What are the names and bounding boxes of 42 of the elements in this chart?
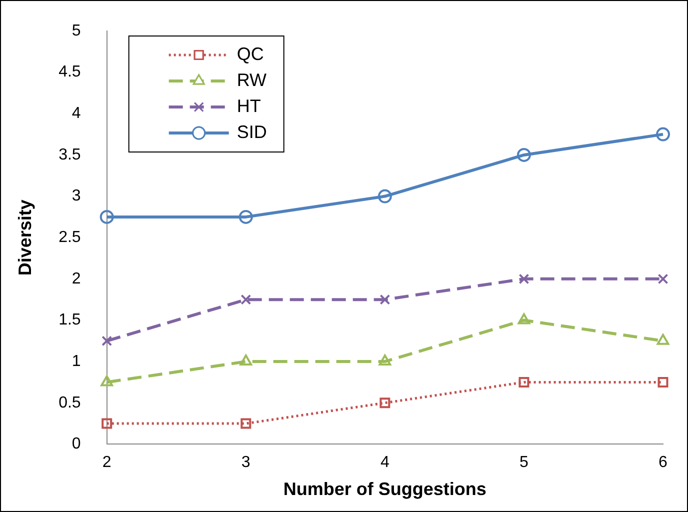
point	[378, 189, 392, 204]
point	[656, 334, 670, 345]
y-tick-label: 2	[72, 270, 81, 288]
point	[380, 294, 390, 305]
point	[102, 336, 112, 346]
point	[518, 274, 530, 284]
point	[380, 398, 390, 408]
point	[240, 418, 252, 429]
point	[100, 210, 114, 224]
point	[378, 354, 392, 366]
point	[518, 376, 530, 388]
point	[240, 294, 252, 305]
y-tick-label: 5	[72, 22, 81, 40]
y-tick-label: 3.5	[58, 146, 81, 164]
y-tick-label: 2.5	[58, 229, 81, 246]
y-tick-label: 4	[72, 105, 81, 122]
y-tick-label: 0.5	[58, 394, 81, 412]
point	[238, 210, 253, 224]
x-tick-label: 4	[380, 454, 390, 472]
point	[658, 274, 668, 284]
y-axis-title: Diversity	[14, 200, 35, 276]
point	[100, 375, 114, 386]
point	[518, 313, 530, 324]
point	[516, 148, 531, 162]
x-axis-title: Number of Suggestions	[283, 479, 486, 500]
y-tick-label: 4.5	[58, 64, 81, 81]
point	[656, 127, 670, 142]
legend-label: SID	[236, 122, 267, 142]
x-tick-label: 6	[658, 454, 668, 472]
legend-label: QC	[236, 44, 264, 64]
y-tick-label: 3	[72, 188, 81, 205]
y-tick-label: 1	[72, 352, 81, 370]
y-tick-label: 1.5	[58, 312, 81, 329]
x-tick-label: 5	[520, 454, 529, 472]
y-tick-label: 0	[72, 436, 81, 453]
point	[658, 376, 668, 388]
point	[102, 418, 112, 429]
x-tick-label: 2	[102, 454, 112, 472]
point	[240, 354, 252, 366]
legend-label: HT	[236, 96, 261, 116]
legend-label: RW	[236, 70, 267, 90]
x-tick-label: 3	[241, 454, 250, 472]
